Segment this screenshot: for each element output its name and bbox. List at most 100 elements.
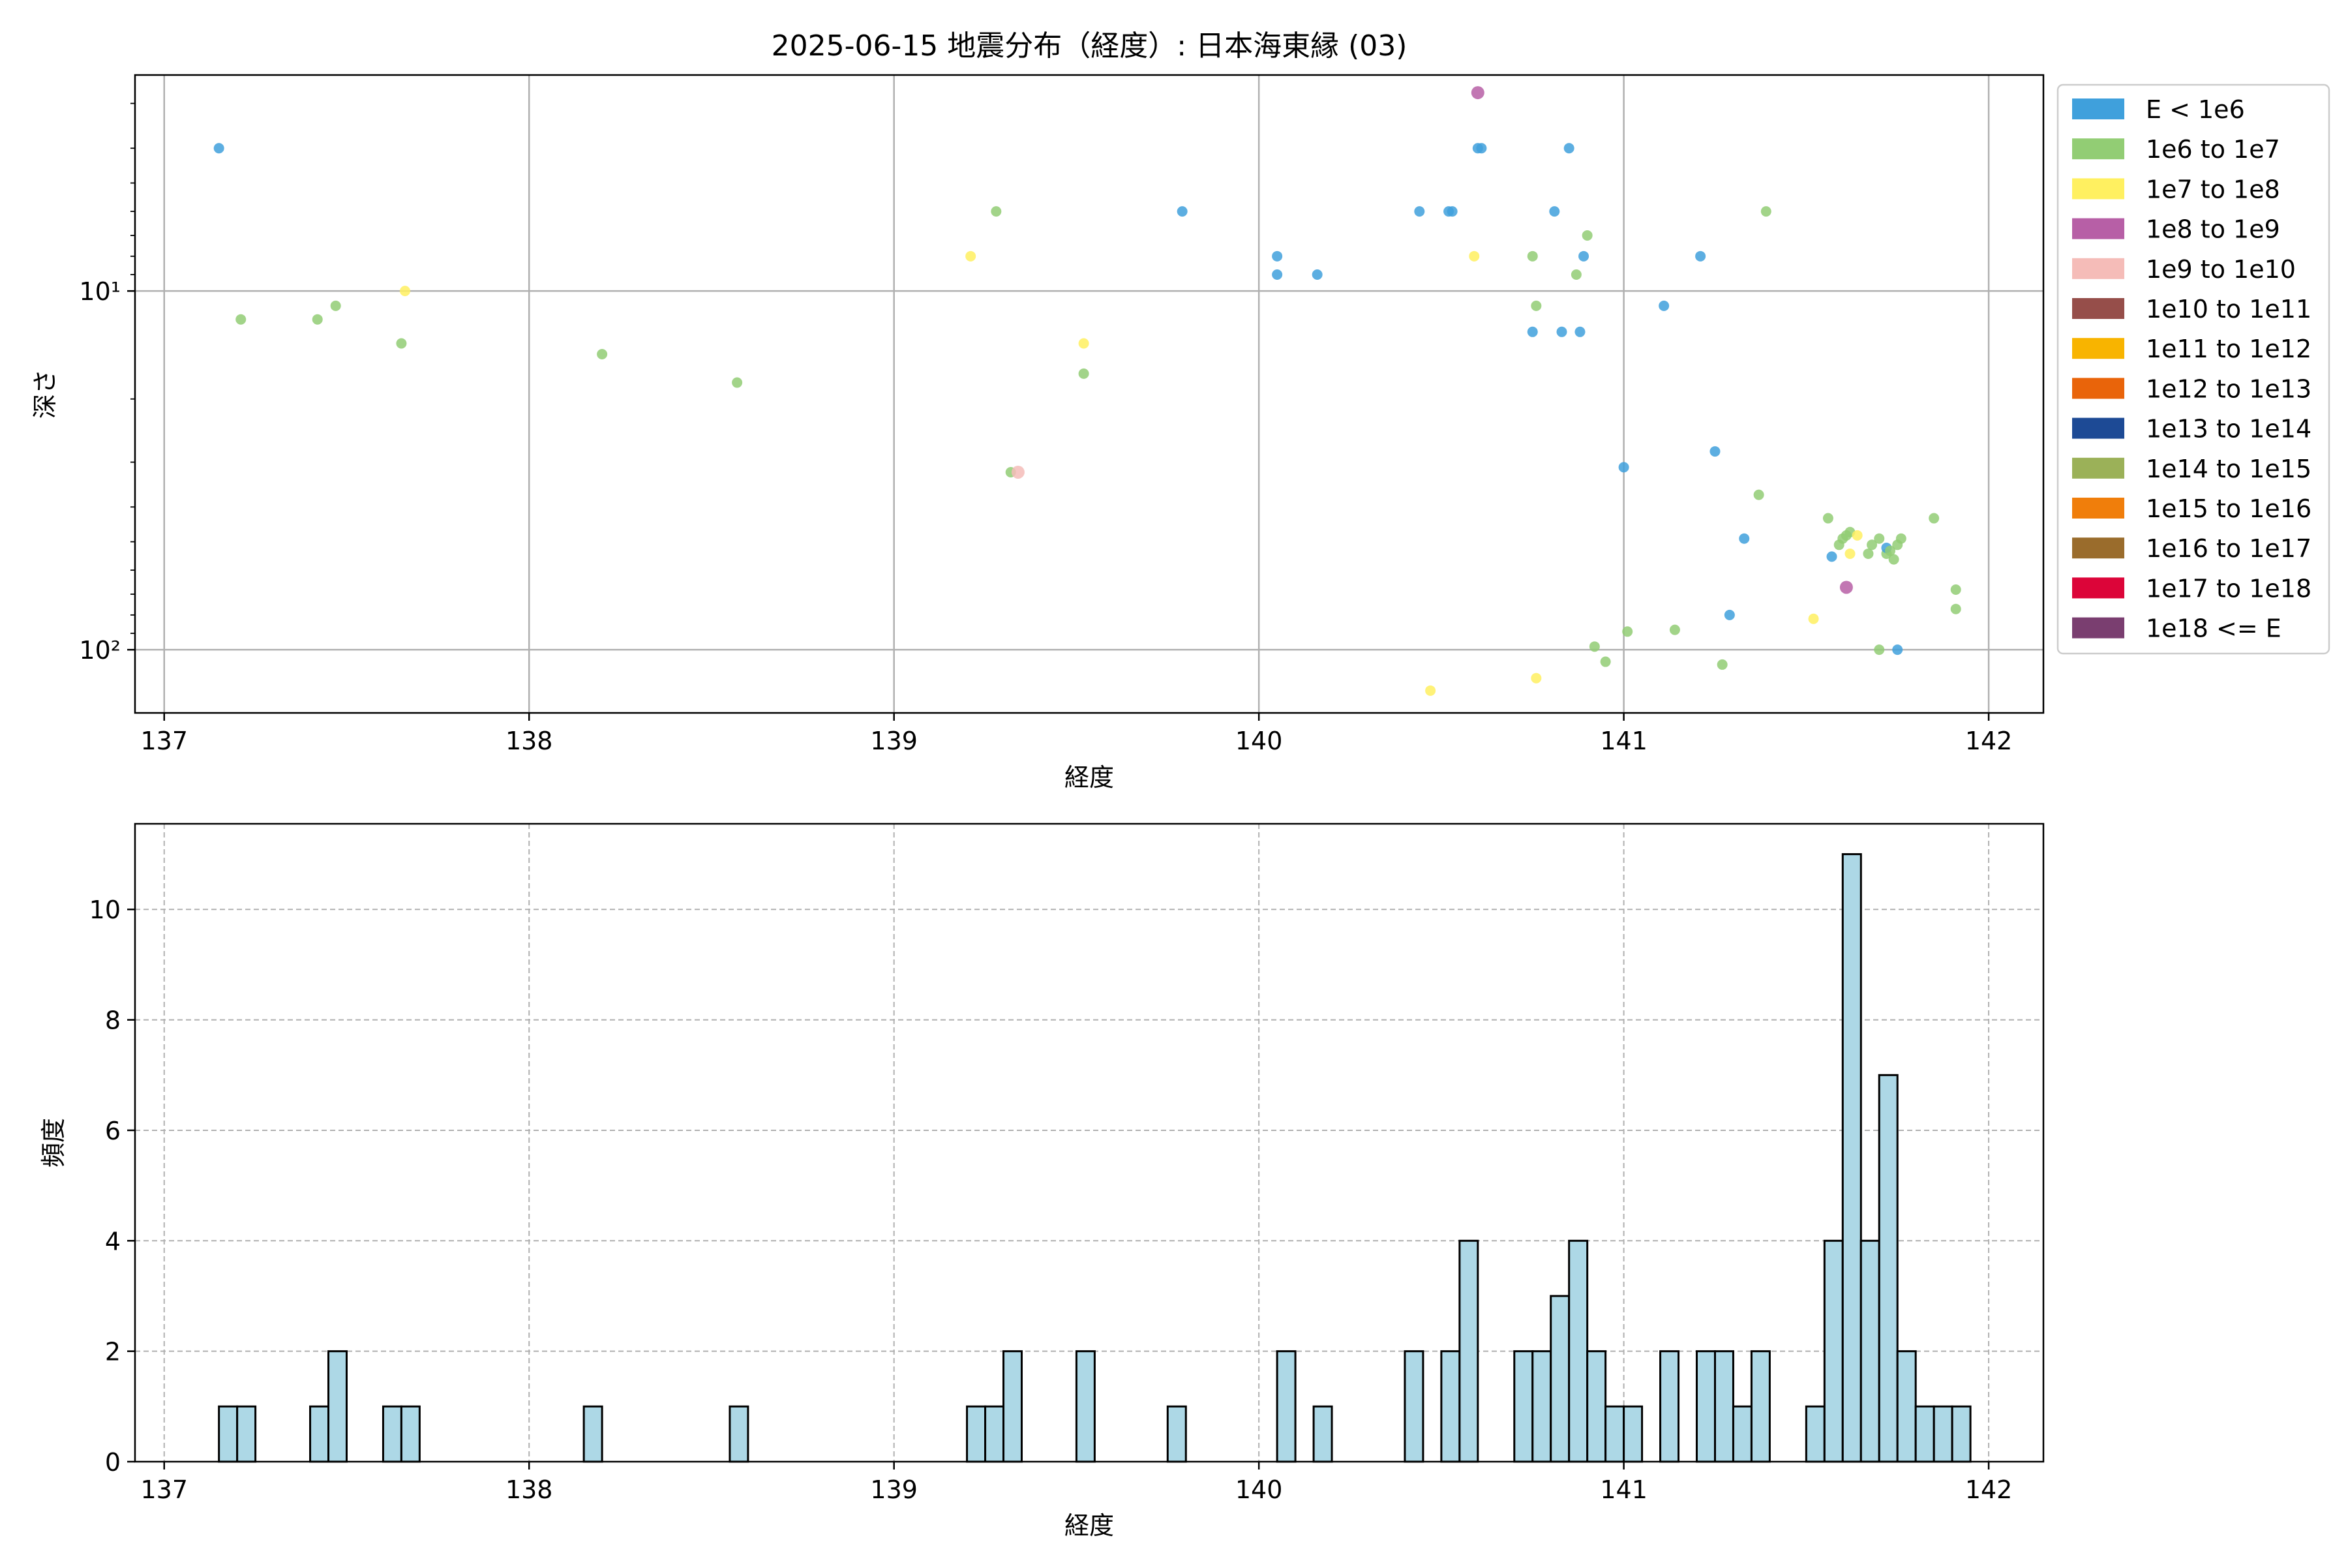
histogram-bar — [1075, 1350, 1096, 1463]
scatter-point — [1571, 269, 1582, 280]
scatter-point — [1312, 269, 1323, 280]
scatter-x-tick-label: 142 — [1965, 727, 2013, 755]
scatter-point — [1589, 641, 1600, 652]
histogram-x-tick-label: 142 — [1965, 1475, 2013, 1504]
scatter-point — [1739, 533, 1750, 544]
legend-label: 1e15 to 1e16 — [2146, 494, 2311, 523]
histogram-bar — [984, 1405, 1005, 1463]
legend-swatch — [2072, 577, 2124, 599]
histogram-x-tick-label: 138 — [505, 1475, 553, 1504]
scatter-point — [1272, 269, 1283, 280]
histogram-y-axis-label: 頻度 — [39, 1118, 68, 1168]
scatter-point — [396, 338, 407, 349]
histogram-bar — [400, 1405, 421, 1463]
scatter-point — [1695, 250, 1706, 262]
histogram-bar — [1823, 1239, 1844, 1463]
histogram-bar — [1659, 1350, 1680, 1463]
scatter-x-tick-label: 140 — [1235, 727, 1283, 755]
histogram-bar — [1404, 1350, 1424, 1463]
scatter-x-ticks: 137 138 139 140 141 142 — [140, 713, 2012, 755]
scatter-y-ticks: 10¹ 10² — [79, 102, 135, 665]
legend-label: 1e9 to 1e10 — [2146, 255, 2296, 284]
scatter-gridlines — [135, 75, 2043, 713]
histogram-y-tick-label: 6 — [105, 1117, 121, 1145]
scatter-point — [1874, 533, 1885, 544]
scatter-y-tick-label: 10¹ — [79, 277, 121, 306]
scatter-point — [1078, 338, 1089, 349]
scatter-point — [1549, 206, 1560, 217]
scatter-point — [732, 377, 743, 388]
scatter-point — [1177, 206, 1188, 217]
scatter-point — [1888, 554, 1899, 565]
scatter-x-tick-label: 137 — [140, 727, 188, 755]
histogram-bar — [1878, 1074, 1899, 1463]
scatter-point — [312, 314, 323, 325]
histogram-bar — [1951, 1405, 1972, 1463]
histogram-bar — [1914, 1405, 1935, 1463]
histogram-bar — [1623, 1405, 1644, 1463]
histogram-x-tick-label: 137 — [140, 1475, 188, 1504]
histogram-bar — [309, 1405, 330, 1463]
legend-label: 1e11 to 1e12 — [2146, 335, 2311, 363]
scatter-point — [1578, 250, 1589, 262]
histogram-x-tick-label: 141 — [1600, 1475, 1648, 1504]
histogram-chart: 137 138 139 140 141 142 0 2 4 6 8 10 経度 頻度 — [39, 822, 2045, 1540]
histogram-bar — [1513, 1350, 1534, 1463]
scatter-point — [1556, 326, 1567, 337]
scatter-point — [965, 250, 976, 262]
histogram-bar — [1550, 1295, 1571, 1463]
legend-swatch — [2072, 457, 2124, 479]
scatter-point — [1826, 551, 1837, 562]
scatter-point — [1724, 609, 1735, 620]
scatter-point — [1618, 462, 1629, 473]
histogram-bar — [1732, 1405, 1753, 1463]
scatter-point — [1582, 230, 1593, 241]
legend-label: 1e13 to 1e14 — [2146, 415, 2311, 444]
scatter-point — [1414, 206, 1425, 217]
histogram-bar — [327, 1350, 348, 1463]
histogram-x-ticks: 137 138 139 140 141 142 — [140, 1462, 2012, 1504]
scatter-point — [1272, 250, 1283, 262]
scatter-point — [1867, 539, 1878, 550]
scatter-plot-frame — [134, 74, 2045, 714]
scatter-point — [1622, 626, 1633, 637]
scatter-point — [330, 300, 341, 311]
scatter-point — [1600, 656, 1611, 667]
scatter-point — [1527, 326, 1538, 337]
legend-swatch — [2072, 98, 2124, 119]
scatter-point — [1659, 300, 1670, 311]
legend-swatch — [2072, 218, 2124, 239]
scatter-point — [1753, 489, 1764, 500]
scatter-point — [1950, 603, 1961, 614]
histogram-bar — [1896, 1350, 1917, 1463]
scatter-y-axis-label: 深さ — [31, 369, 59, 419]
legend-swatch — [2072, 258, 2124, 279]
scatter-point — [1760, 206, 1771, 217]
scatter-x-tick-label: 138 — [505, 727, 553, 755]
legend-label: 1e8 to 1e9 — [2146, 215, 2280, 244]
scatter-point — [1895, 533, 1906, 544]
histogram-bar — [1713, 1350, 1734, 1463]
legend-items: E < 1e6 1e6 to 1e7 1e7 to 1e8 1e8 to 1e9 1e9… — [2072, 95, 2311, 643]
scatter-point — [1447, 206, 1458, 217]
scatter-x-tick-label: 141 — [1600, 727, 1648, 755]
histogram-bar — [1586, 1350, 1607, 1463]
scatter-x-axis-label: 経度 — [1064, 763, 1114, 792]
chart-title: 2025-06-15 地震分布（経度）: 日本海東縁 (03) — [772, 29, 1407, 63]
legend-swatch — [2072, 378, 2124, 399]
histogram-y-tick-label: 4 — [105, 1227, 121, 1256]
scatter-point — [1011, 465, 1025, 479]
scatter-point — [1808, 613, 1819, 624]
scatter-point — [1839, 580, 1853, 594]
legend-swatch — [2072, 178, 2124, 200]
scatter-point — [1471, 86, 1484, 100]
scatter-point — [1929, 513, 1940, 524]
scatter-point — [1078, 368, 1089, 379]
legend-swatch — [2072, 138, 2124, 160]
histogram-bar — [1841, 853, 1862, 1463]
histogram-bar — [218, 1405, 239, 1463]
scatter-point — [1469, 250, 1480, 262]
histogram-y-ticks: 0 2 4 6 8 10 — [89, 896, 135, 1477]
histogram-bar — [582, 1405, 603, 1463]
